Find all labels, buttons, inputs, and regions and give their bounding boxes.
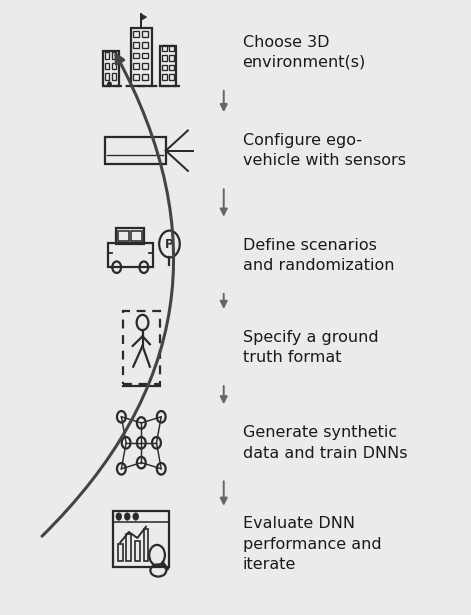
Bar — [142, 42, 148, 48]
Bar — [169, 74, 174, 80]
Bar — [103, 50, 119, 86]
Bar — [126, 534, 131, 561]
Bar — [142, 31, 148, 37]
Bar — [162, 65, 167, 70]
Bar — [123, 311, 160, 384]
Bar — [131, 231, 142, 241]
Bar — [105, 137, 166, 164]
Bar — [133, 42, 139, 48]
Bar — [162, 55, 167, 60]
Bar — [112, 73, 116, 80]
Bar — [107, 243, 153, 267]
Bar — [118, 544, 122, 561]
Bar — [142, 53, 148, 58]
Bar — [162, 74, 167, 80]
Text: Configure ego-
vehicle with sensors: Configure ego- vehicle with sensors — [243, 133, 406, 169]
Bar — [133, 74, 139, 80]
FancyArrowPatch shape — [42, 55, 174, 536]
Circle shape — [108, 82, 111, 87]
Bar — [144, 530, 148, 561]
Bar — [169, 55, 174, 60]
Polygon shape — [141, 14, 146, 20]
Circle shape — [124, 513, 130, 520]
Bar — [112, 63, 116, 69]
Bar — [133, 31, 139, 37]
Bar — [135, 541, 140, 561]
Bar — [133, 63, 139, 69]
Bar — [118, 231, 129, 241]
Text: Specify a ground
truth format: Specify a ground truth format — [243, 330, 378, 365]
Bar — [131, 28, 152, 86]
Text: Define scenarios
and randomization: Define scenarios and randomization — [243, 237, 394, 273]
Circle shape — [133, 513, 138, 520]
Text: P: P — [165, 237, 174, 250]
Bar — [116, 228, 144, 244]
Bar — [113, 512, 170, 568]
Bar — [162, 46, 167, 51]
Bar — [169, 46, 174, 51]
Bar — [105, 52, 109, 58]
Bar — [105, 73, 109, 80]
Bar — [169, 65, 174, 70]
Bar — [142, 63, 148, 69]
Bar — [112, 52, 116, 58]
Bar — [133, 53, 139, 58]
Bar — [105, 63, 109, 69]
Text: Choose 3D
environment(s): Choose 3D environment(s) — [243, 34, 366, 70]
Bar — [160, 46, 176, 86]
Circle shape — [116, 513, 122, 520]
Bar — [142, 74, 148, 80]
Text: Evaluate DNN
performance and
iterate: Evaluate DNN performance and iterate — [243, 517, 381, 572]
Text: Generate synthetic
data and train DNNs: Generate synthetic data and train DNNs — [243, 425, 407, 461]
